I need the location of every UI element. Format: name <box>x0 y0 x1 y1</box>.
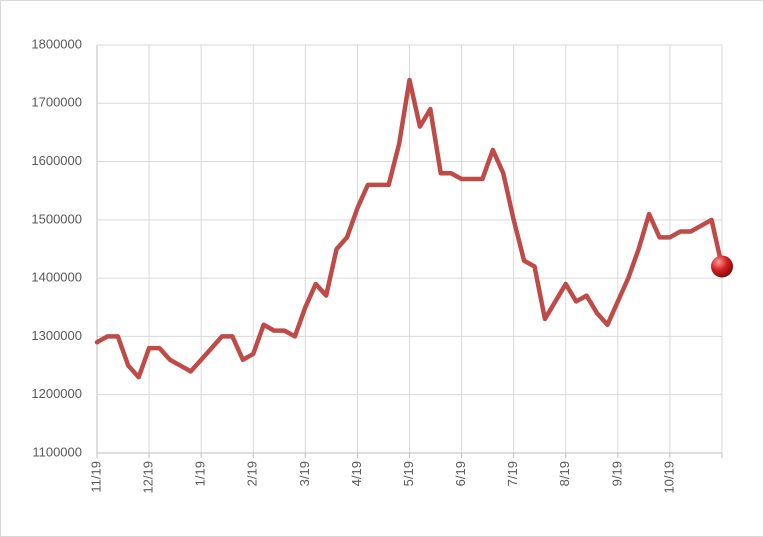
y-tick-label: 1300000 <box>31 328 82 343</box>
x-tick-label: 6/19 <box>453 461 468 486</box>
x-tick-label: 9/19 <box>609 461 624 486</box>
y-tick-label: 1400000 <box>31 270 82 285</box>
x-tick-label: 11/19 <box>88 461 103 493</box>
x-tick-label: 1/19 <box>193 461 208 486</box>
y-tick-label: 1200000 <box>31 386 82 401</box>
x-tick-label: 3/19 <box>297 461 312 486</box>
x-tick-label: 12/19 <box>141 461 156 494</box>
x-tick-label: 4/19 <box>349 461 364 486</box>
x-tick-label: 7/19 <box>505 461 520 486</box>
line-series <box>94 77 725 380</box>
y-tick-label: 1600000 <box>31 153 82 168</box>
x-tick-label: 10/19 <box>661 461 676 494</box>
x-tick-label: 8/19 <box>557 461 572 486</box>
x-tick-label: 2/19 <box>245 461 260 486</box>
end-marker <box>711 255 733 278</box>
y-tick-label: 1800000 <box>31 36 82 51</box>
y-tick-label: 1700000 <box>31 95 82 110</box>
y-tick-label: 1500000 <box>31 211 82 226</box>
x-tick-label: 5/19 <box>401 461 416 486</box>
y-tick-label: 1100000 <box>32 444 82 459</box>
